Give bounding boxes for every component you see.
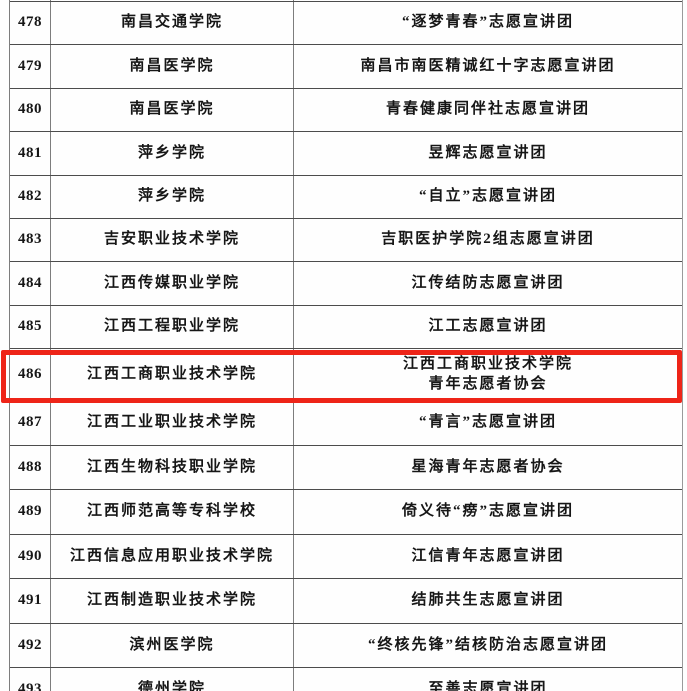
cell-organization: 青春健康同伴社志愿宣讲团 — [385, 101, 590, 118]
table-row: 490 江西信息应用职业技术学院 江信青年志愿宣讲团 — [10, 534, 682, 580]
cell-number: 489 — [10, 490, 51, 534]
cell-school: 江西传媒职业学院 — [51, 262, 294, 305]
cell-number: 491 — [10, 579, 51, 623]
cell-school: 江西工业职业技术学院 — [51, 401, 294, 445]
cell-school: 南昌医学院 — [51, 88, 294, 132]
cell-organization: 吉职医护学院2组志愿宣讲团 — [381, 231, 595, 248]
cell-organization: 江信青年志愿宣讲团 — [411, 547, 565, 564]
table-row: 481 萍乡学院 昱辉志愿宣讲团 — [10, 132, 682, 176]
cell-school: 南昌交通学院 — [51, 2, 294, 45]
cell-number: 484 — [10, 262, 51, 305]
cell-number: 481 — [10, 132, 51, 175]
cell-organization: “青言”志愿宣讲团 — [418, 414, 557, 431]
cell-organization: 至善志愿宣讲团 — [428, 681, 548, 691]
cell-number — [10, 0, 51, 1]
table-row-partial-top — [10, 0, 682, 2]
cell-school: 吉安职业技术学院 — [51, 218, 294, 262]
cell-number: 487 — [10, 401, 51, 445]
cell-organization — [294, 0, 682, 1]
cell-school: 萍乡学院 — [51, 175, 294, 218]
table-row: 483 吉安职业技术学院 吉职医护学院2组志愿宣讲团 — [10, 218, 682, 263]
cell-organization: 星海青年志愿者协会 — [411, 458, 565, 475]
cell-number: 480 — [10, 88, 51, 132]
table-row: 479 南昌医学院 南昌市南医精诚红十字志愿宣讲团 — [10, 45, 682, 89]
table-row: 478 南昌交通学院 “逐梦青春”志愿宣讲团 — [10, 2, 682, 46]
table-row: 493 德州学院 至善志愿宣讲团 — [10, 668, 682, 691]
cell-school: 萍乡学院 — [51, 132, 294, 175]
cell-number: 485 — [10, 305, 51, 349]
cell-organization: “逐梦青春”志愿宣讲团 — [401, 14, 574, 31]
table-row: 480 南昌医学院 青春健康同伴社志愿宣讲团 — [10, 88, 682, 133]
cell-organization: 南昌市南医精诚红十字志愿宣讲团 — [360, 57, 616, 74]
cell-organization: “终核先锋”结核防治志愿宣讲团 — [367, 636, 608, 653]
cell-organization: 江工志愿宣讲团 — [428, 318, 548, 335]
cell-organization: 倚义待“痨”志愿宣讲团 — [401, 503, 574, 520]
cell-school: 德州学院 — [51, 668, 294, 691]
cell-number: 486 — [10, 349, 51, 401]
cell-organization: 结肺共生志愿宣讲团 — [411, 592, 565, 609]
table-row: 484 江西传媒职业学院 江传结防志愿宣讲团 — [10, 262, 682, 306]
cell-number: 488 — [10, 445, 51, 490]
table-row: 486 江西工商职业技术学院 江西工商职业技术学院 青年志愿者协会 — [10, 349, 682, 402]
cell-school — [51, 0, 294, 1]
cell-number: 490 — [10, 534, 51, 579]
cell-number: 492 — [10, 623, 51, 668]
cell-organization: 江传结防志愿宣讲团 — [411, 274, 565, 291]
cell-school: 滨州医学院 — [51, 623, 294, 668]
schools-table: 478 南昌交通学院 “逐梦青春”志愿宣讲团 479 南昌医学院 南昌市南医精诚… — [9, 0, 683, 691]
cell-number: 479 — [10, 45, 51, 88]
cell-school: 江西工商职业技术学院 — [51, 349, 294, 401]
table-row: 492 滨州医学院 “终核先锋”结核防治志愿宣讲团 — [10, 623, 682, 669]
cell-organization: 昱辉志愿宣讲团 — [428, 144, 548, 161]
table-row: 491 江西制造职业技术学院 结肺共生志愿宣讲团 — [10, 579, 682, 624]
cell-school: 江西工程职业学院 — [51, 305, 294, 349]
cell-school: 江西信息应用职业技术学院 — [51, 534, 294, 579]
table-row: 488 江西生物科技职业学院 星海青年志愿者协会 — [10, 445, 682, 491]
cell-school: 南昌医学院 — [51, 45, 294, 88]
cell-school: 江西生物科技职业学院 — [51, 445, 294, 490]
table-row: 482 萍乡学院 “自立”志愿宣讲团 — [10, 175, 682, 219]
cell-school: 江西师范高等专科学校 — [51, 490, 294, 534]
cell-number: 478 — [10, 2, 51, 45]
cell-organization: “自立”志愿宣讲团 — [418, 188, 557, 204]
table-row: 485 江西工程职业学院 江工志愿宣讲团 — [10, 305, 682, 350]
cell-number: 493 — [10, 668, 51, 691]
cell-number: 482 — [10, 175, 51, 218]
cell-school: 江西制造职业技术学院 — [51, 579, 294, 623]
cell-organization: 江西工商职业技术学院 青年志愿者协会 — [402, 356, 573, 392]
table-row: 487 江西工业职业技术学院 “青言”志愿宣讲团 — [10, 401, 682, 446]
table-row: 489 江西师范高等专科学校 倚义待“痨”志愿宣讲团 — [10, 490, 682, 535]
cell-number: 483 — [10, 218, 51, 262]
